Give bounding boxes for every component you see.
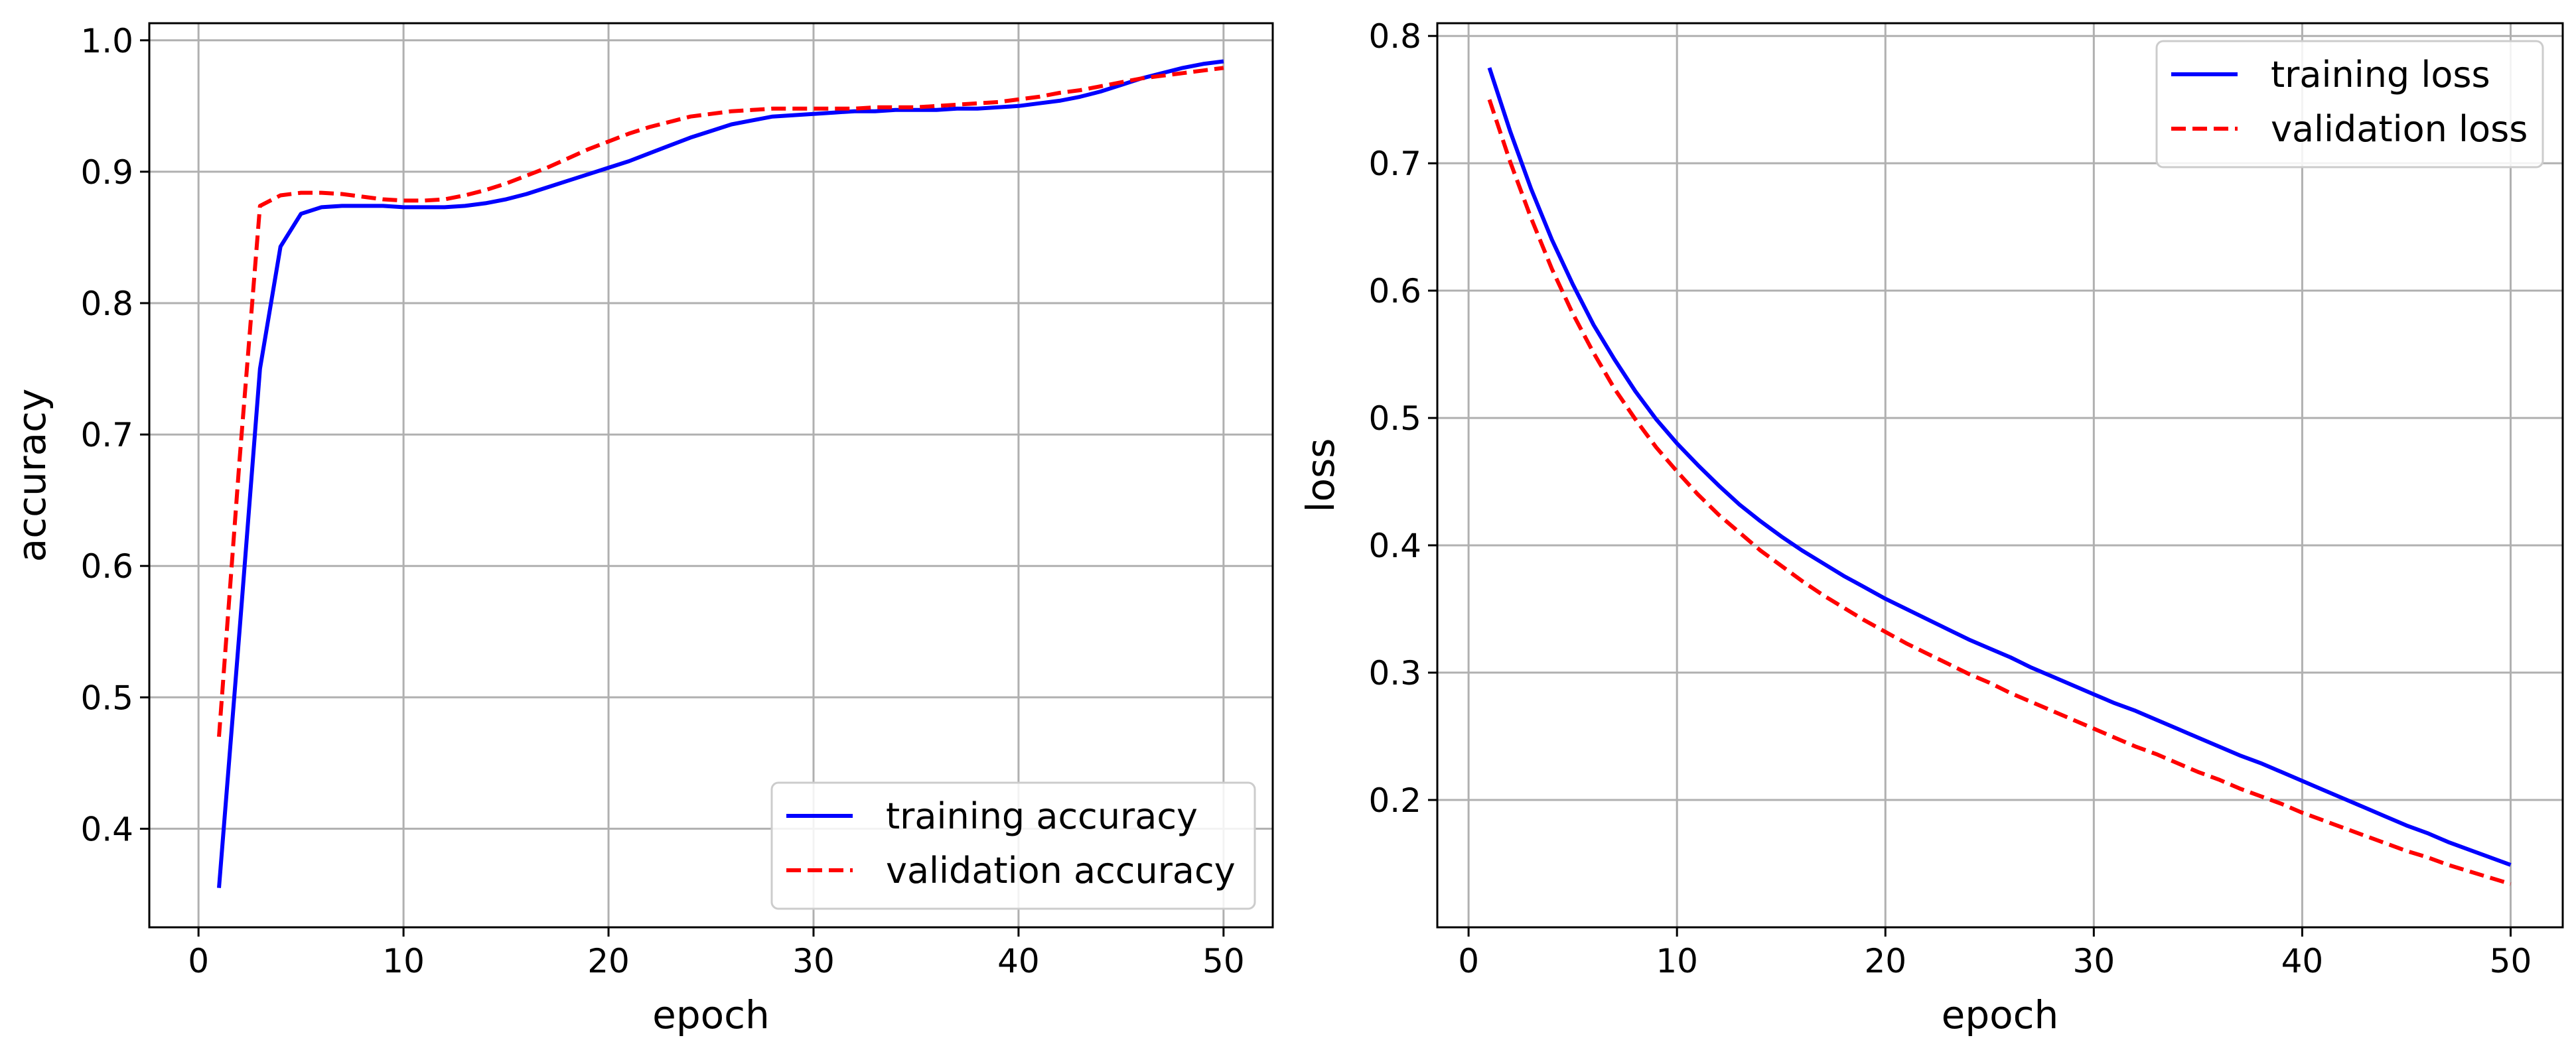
legend: training loss validation loss [2155, 40, 2544, 168]
x-tick-label: 30 [792, 942, 835, 980]
y-tick-label: 0.2 [1368, 781, 1421, 820]
accuracy-plot: 0 10 20 30 40 50 0.4 0.5 0.6 0.7 0.8 0.9 1.0 epoch acc… [9, 22, 1274, 1037]
y-axis-label: accuracy [9, 389, 54, 562]
plot-frame [148, 22, 1274, 929]
x-tick-label: 50 [2490, 942, 2532, 980]
x-tick-label: 0 [1458, 942, 1479, 980]
series-line [1487, 99, 2512, 886]
x-tick-label: 50 [1202, 942, 1245, 980]
legend: training accuracy validation accuracy [770, 781, 1256, 910]
y-tick-label: 0.4 [80, 810, 133, 848]
y-tick-label: 0.7 [80, 416, 133, 454]
y-tick-label: 0.8 [1368, 17, 1421, 56]
y-tick-label: 0.6 [1368, 272, 1421, 310]
x-axis-label: epoch [652, 992, 770, 1037]
series-line [217, 59, 1224, 888]
y-tick-label: 0.5 [1368, 399, 1421, 438]
x-tick-label: 20 [1864, 942, 1906, 980]
y-tick-label: 0.5 [80, 679, 133, 717]
x-axis-label: epoch [1942, 992, 2059, 1037]
legend-box [2155, 40, 2544, 168]
y-tick-label: 0.6 [80, 547, 133, 586]
y-tick-label: 1.0 [80, 22, 133, 60]
x-tick-label: 10 [382, 942, 425, 980]
series-line [1487, 67, 2512, 867]
legend-box [770, 781, 1256, 910]
legend-label: validation accuracy [886, 850, 1236, 891]
series-line [217, 66, 1224, 737]
y-tick-label: 0.8 [80, 285, 133, 323]
plot-frame [1436, 22, 2564, 929]
legend-label: validation loss [2271, 108, 2528, 150]
y-tick-label: 0.4 [1368, 527, 1421, 565]
x-tick-label: 10 [1656, 942, 1698, 980]
y-axis-label: loss [1298, 438, 1343, 512]
legend-label: training loss [2271, 54, 2490, 96]
loss-plot: 0 10 20 30 40 50 0.2 0.3 0.4 0.5 0.6 0.7 0.8 epoch los… [1298, 17, 2564, 1037]
x-tick-label: 20 [587, 942, 630, 980]
y-tick-label: 0.7 [1368, 145, 1421, 183]
x-tick-label: 40 [2281, 942, 2324, 980]
legend-label: training accuracy [886, 795, 1198, 837]
y-tick-label: 0.3 [1368, 654, 1421, 692]
x-tick-label: 40 [997, 942, 1040, 980]
x-tick-label: 0 [188, 942, 209, 980]
y-tick-label: 0.9 [80, 153, 133, 192]
x-tick-label: 30 [2073, 942, 2115, 980]
